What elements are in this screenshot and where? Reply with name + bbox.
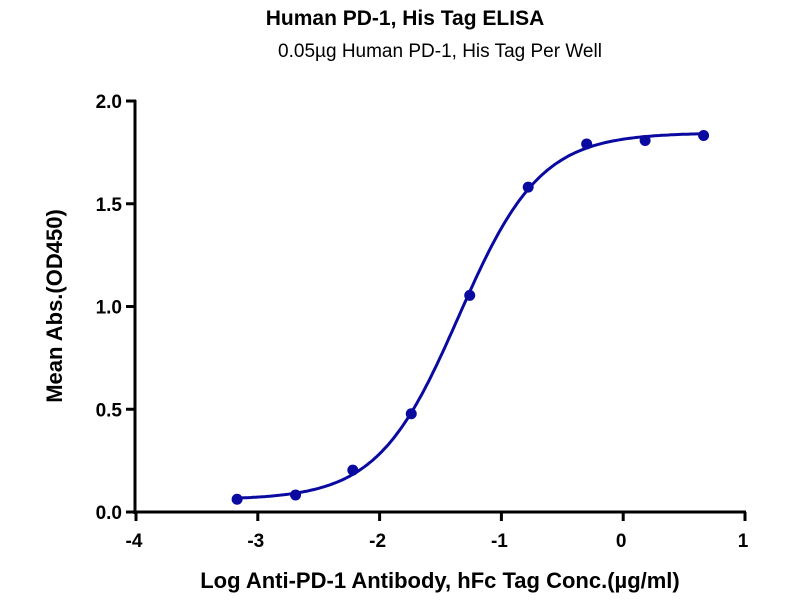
y-tick-label: 0.0 bbox=[96, 503, 122, 524]
chart-subtitle: 0.05µg Human PD-1, His Tag Per Well bbox=[278, 41, 602, 62]
y-tick-label: 0.5 bbox=[96, 400, 123, 421]
data-point bbox=[347, 464, 359, 476]
x-tick-label: -3 bbox=[247, 531, 264, 552]
x-tick-label: -4 bbox=[126, 531, 143, 552]
x-tick-label: 0 bbox=[616, 531, 627, 552]
y-axis-label: Mean Abs.(OD450) bbox=[42, 209, 67, 403]
x-tick-label: -2 bbox=[369, 531, 386, 552]
data-point bbox=[639, 134, 651, 146]
x-tick-label: 1 bbox=[738, 531, 749, 552]
y-tick-label: 1.5 bbox=[96, 195, 123, 216]
data-point bbox=[464, 289, 476, 301]
x-axis-label: Log Anti-PD-1 Antibody, hFc Tag Conc.(µg… bbox=[200, 568, 680, 593]
data-point bbox=[581, 138, 593, 150]
data-point bbox=[405, 408, 417, 420]
data-point bbox=[231, 493, 243, 505]
y-tick-label: 1.0 bbox=[96, 298, 122, 319]
data-point bbox=[290, 489, 302, 501]
chart-title: Human PD-1, His Tag ELISA bbox=[266, 7, 545, 30]
fit-curve bbox=[237, 132, 704, 500]
x-tick-label: -1 bbox=[491, 531, 508, 552]
y-tick-label: 2.0 bbox=[96, 92, 122, 113]
data-point bbox=[698, 130, 710, 142]
data-point bbox=[522, 181, 534, 193]
